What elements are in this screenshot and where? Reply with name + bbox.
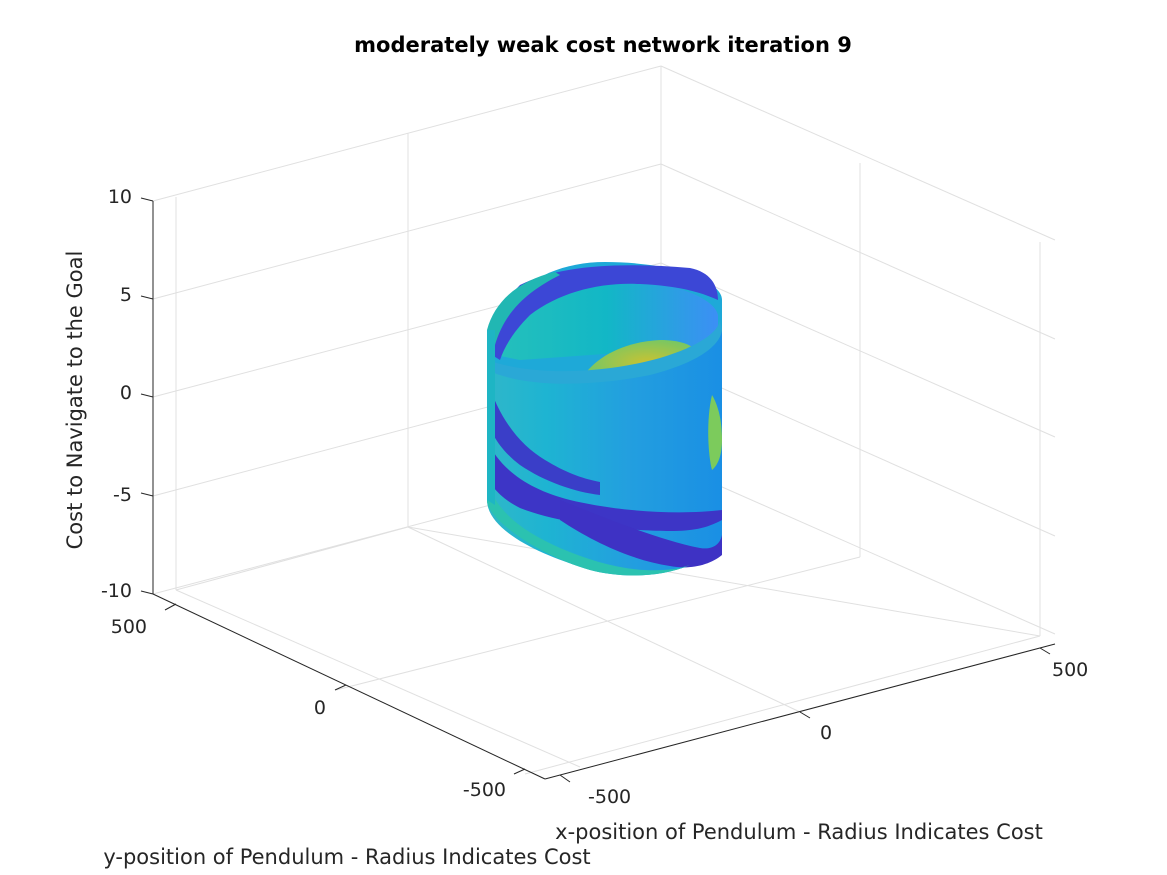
x-axis-label: x-position of Pendulum - Radius Indicate… [555,820,1043,844]
z-tick-label: -10 [101,580,132,602]
y-tick-label: 0 [314,697,326,719]
y-axis-label: y-position of Pendulum - Radius Indicate… [103,845,590,869]
y-tick-label: -500 [463,779,506,801]
x-tick-label: -500 [588,786,631,808]
axes [140,197,1056,783]
chart-title: moderately weak cost network iteration 9 [354,33,852,57]
grid-lines [152,65,1056,775]
z-tick-label: -5 [113,484,132,506]
y-tick-labels: 500 0 -500 [111,616,506,801]
x-tick-label: 500 [1052,659,1088,681]
x-tick-label: 0 [820,722,832,744]
z-tick-labels: 10 5 0 -5 -10 [101,186,132,602]
z-tick-label: 5 [120,284,132,306]
x-tick-labels: -500 0 500 [588,659,1088,808]
cost-surface [487,262,722,576]
y-tick-label: 500 [111,616,147,638]
z-tick-label: 0 [120,382,132,404]
z-tick-label: 10 [108,186,132,208]
z-axis-label: Cost to Navigate to the Goal [63,251,87,550]
